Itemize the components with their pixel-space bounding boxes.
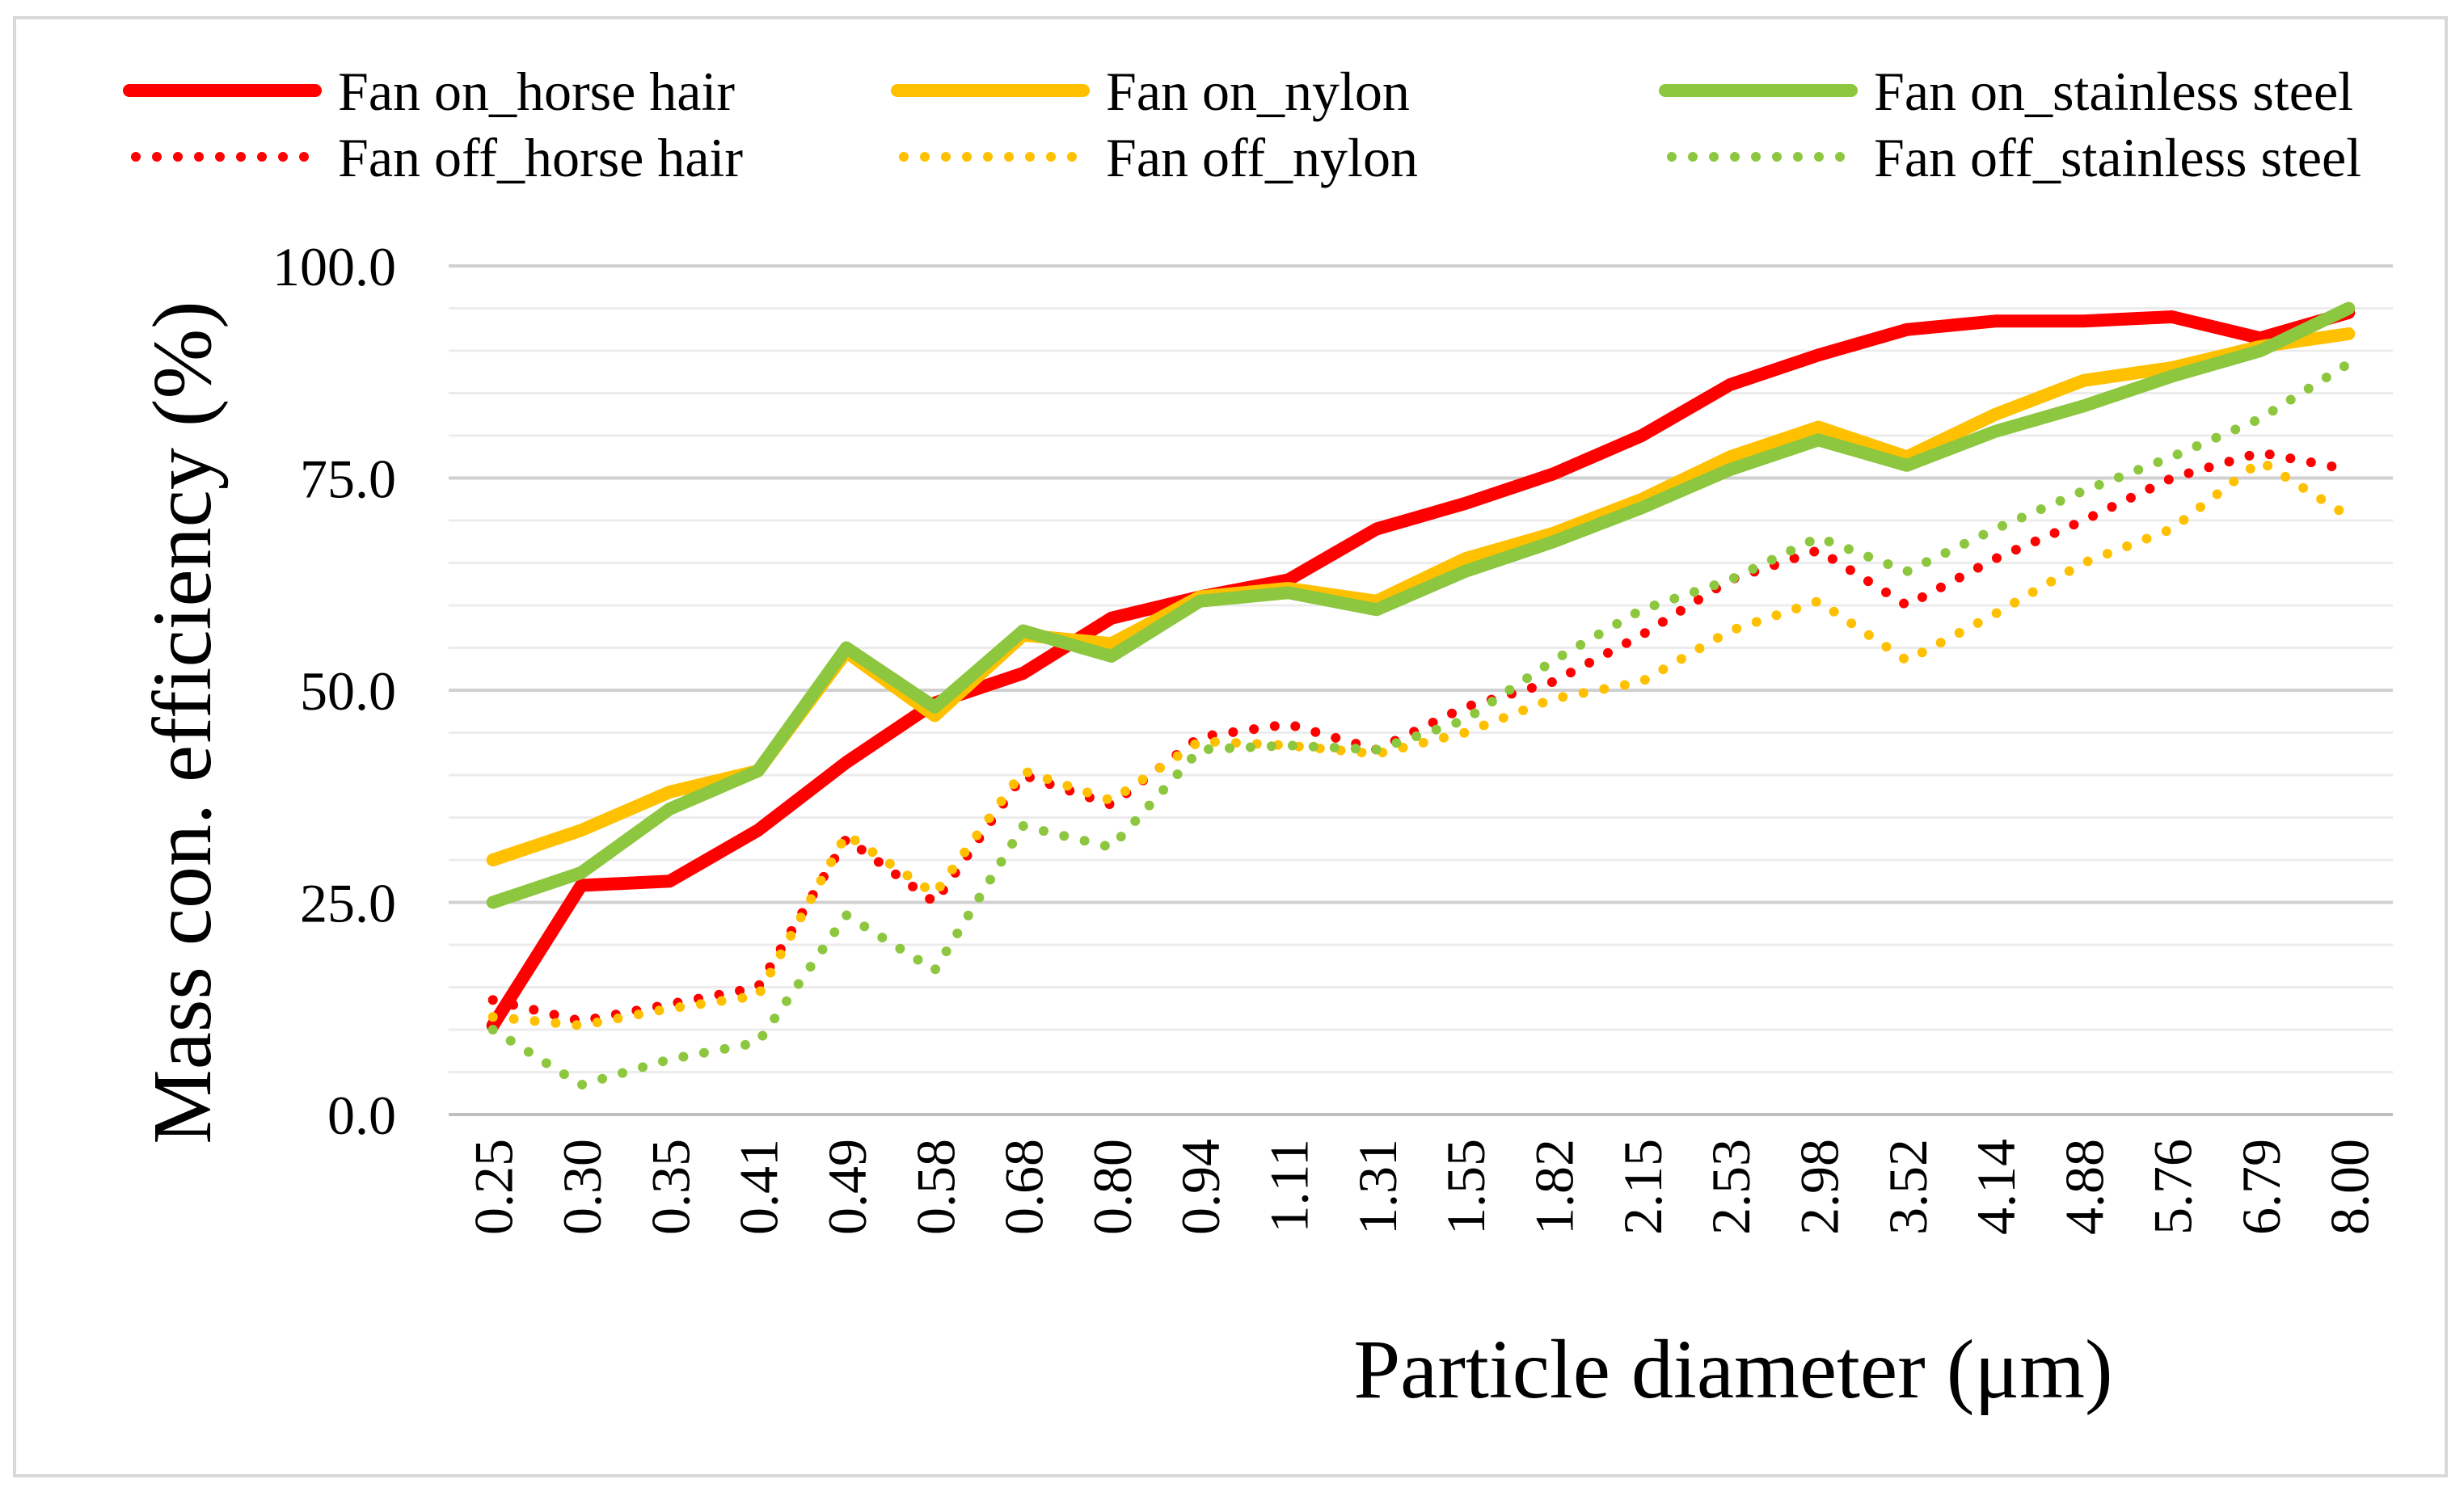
y-tick-label: 25.0 (300, 873, 396, 934)
y-tick-label: 0.0 (327, 1085, 396, 1146)
x-axis-label: Particle diameter (μm) (1353, 1323, 2112, 1416)
x-tick-label: 0.25 (463, 1139, 525, 1235)
legend: Fan on_horse hair Fan on_nylon Fan on_stai… (123, 61, 2361, 188)
x-tick-label: 0.68 (994, 1139, 1055, 1235)
x-tick-label: 1.11 (1259, 1139, 1320, 1233)
x-tick-label: 3.52 (1877, 1139, 1939, 1235)
legend-item: Fan on_nylon (891, 61, 1410, 122)
legend-label: Fan on_stainless steel (1874, 61, 2353, 122)
x-tick-label: 1.55 (1435, 1139, 1496, 1235)
y-tick-label: 50.0 (300, 660, 396, 722)
x-tick-label: 0.49 (816, 1139, 878, 1235)
legend-label: Fan on_nylon (1106, 61, 1410, 122)
legend-item: Fan off_nylon (899, 127, 1418, 188)
series-line-fan-off-nylon (487, 456, 2354, 1030)
y-tick-label: 100.0 (272, 236, 396, 297)
grid-lines (449, 264, 2393, 1073)
x-axis-ticks: 0.25 0.30 0.35 0.41 0.49 0.58 0.68 0.80 0.94 1.11… (463, 1139, 2381, 1235)
x-tick-label: 4.14 (1965, 1139, 2027, 1235)
y-tick-label: 75.0 (300, 449, 396, 510)
legend-label: Fan off_stainless steel (1874, 127, 2361, 188)
legend-label: Fan off_nylon (1106, 127, 1418, 188)
x-tick-label: 0.35 (639, 1139, 701, 1235)
legend-item: Fan off_stainless steel (1667, 127, 2361, 188)
x-tick-label: 2.98 (1788, 1139, 1850, 1235)
series-line-fan-off-stainless-steel (487, 358, 2354, 1090)
x-tick-label: 4.88 (2053, 1139, 2115, 1235)
x-tick-label: 0.94 (1170, 1139, 1231, 1235)
x-tick-label: 1.31 (1347, 1139, 1408, 1235)
line-chart: 0.0 25.0 50.0 75.0 100.0 0.25 0.30 0.35 0.41 0.4… (123, 61, 2393, 1416)
legend-label: Fan on_horse hair (338, 61, 735, 122)
x-tick-label: 0.58 (905, 1139, 966, 1235)
legend-item: Fan on_stainless steel (1659, 61, 2353, 122)
series-line-fan-on-horse-hair (486, 306, 2356, 1032)
y-axis-ticks: 0.0 25.0 50.0 75.0 100.0 (272, 236, 396, 1146)
x-tick-label: 5.76 (2142, 1139, 2204, 1235)
legend-item: Fan on_horse hair (123, 61, 735, 122)
series-lines (486, 301, 2356, 1090)
x-tick-label: 0.30 (551, 1139, 613, 1235)
x-tick-label: 0.41 (728, 1139, 790, 1235)
legend-label: Fan off_horse hair (338, 127, 743, 188)
x-tick-label: 2.15 (1612, 1139, 1673, 1235)
x-tick-label: 2.53 (1700, 1139, 1762, 1235)
legend-item: Fan off_horse hair (131, 127, 743, 188)
y-axis-label: Mass con. efficiency (%) (136, 301, 229, 1144)
x-tick-label: 6.79 (2230, 1139, 2292, 1235)
chart-frame: 0.0 25.0 50.0 75.0 100.0 0.25 0.30 0.35 0.41 0.4… (13, 16, 2448, 1477)
x-tick-label: 1.82 (1523, 1139, 1584, 1235)
x-tick-label: 8.00 (2318, 1139, 2380, 1235)
series-line-fan-on-stainless-steel (486, 301, 2356, 909)
x-tick-label: 0.80 (1082, 1139, 1143, 1235)
